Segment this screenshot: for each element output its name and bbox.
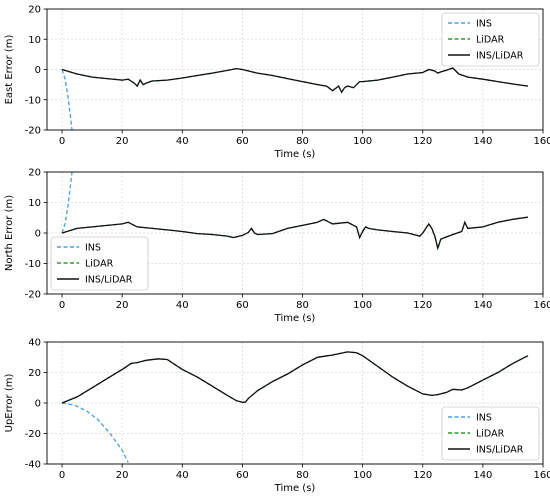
x-tick-label: 40	[176, 470, 189, 481]
series-line-ins-lidar	[61, 216, 529, 251]
legend: INS LiDAR INS/LiDAR	[50, 236, 149, 291]
subplot-3: 0 20 40 60 80 100 120 140 160 -40 -20 0 20 40 Time (s)…	[4, 338, 550, 495]
legend: INS LiDAR INS/LiDAR	[441, 12, 540, 67]
y-tick-label: 20	[28, 368, 41, 379]
x-tick-label: 120	[413, 300, 432, 311]
y-axis-label: East Error (m)	[4, 34, 15, 104]
legend-box	[441, 406, 540, 461]
x-tick-label: 20	[116, 470, 129, 481]
x-tick-label: 100	[353, 300, 372, 311]
x-axis-label: Time (s)	[274, 149, 316, 160]
series-line-ins-lidar	[61, 67, 529, 94]
y-tick-label: 10	[28, 35, 41, 46]
x-tick-label: 120	[413, 136, 432, 147]
legend-label: INS/LiDAR	[476, 51, 524, 62]
x-tick-label: 100	[353, 470, 372, 481]
subplot-1: 0 20 40 60 80 100 120 140 160 -20 -10 0 10 20 Time (s)…	[4, 5, 550, 161]
y-tick-label: 40	[28, 338, 41, 349]
x-tick-label: 0	[59, 470, 65, 481]
y-tick-label: -40	[25, 460, 41, 471]
x-tick-label: 0	[59, 300, 65, 311]
x-tick-label: 60	[236, 470, 249, 481]
y-tick-label: 20	[28, 168, 41, 179]
x-tick-label: 20	[116, 136, 129, 147]
x-tick-label: 60	[236, 300, 249, 311]
legend-label: LiDAR	[476, 429, 505, 440]
x-tick-label: 80	[296, 300, 309, 311]
legend-box	[50, 236, 149, 291]
x-tick-label: 40	[176, 136, 189, 147]
y-axis-label: North Error (m)	[4, 195, 15, 271]
x-tick-label: 40	[176, 300, 189, 311]
series-line-ins	[61, 69, 73, 130]
legend-label: INS	[85, 243, 101, 254]
y-tick-label: 0	[35, 229, 41, 240]
x-tick-label: 20	[116, 300, 129, 311]
series-line-ins	[61, 402, 129, 463]
x-tick-label: 60	[236, 136, 249, 147]
y-tick-label: -20	[25, 126, 41, 137]
series-line-ins	[61, 172, 73, 234]
y-tick-label: -10	[25, 259, 41, 270]
y-tick-label: -10	[25, 95, 41, 106]
x-tick-label: 160	[533, 300, 550, 311]
x-tick-label: 160	[533, 136, 550, 147]
x-tick-label: 80	[296, 136, 309, 147]
legend-label: LiDAR	[85, 259, 114, 270]
legend: INS LiDAR INS/LiDAR	[441, 406, 540, 461]
y-tick-label: -20	[25, 429, 41, 440]
x-axis-label: Time (s)	[274, 313, 316, 324]
legend-label: LiDAR	[476, 35, 505, 46]
x-tick-label: 140	[473, 470, 492, 481]
legend-label: INS/LiDAR	[476, 445, 524, 456]
legend-label: INS/LiDAR	[85, 275, 133, 286]
y-axis-label: UpError (m)	[4, 374, 15, 433]
series-line-ins-lidar	[61, 351, 529, 404]
y-tick-label: 20	[28, 5, 41, 16]
y-tick-label: 10	[28, 198, 41, 209]
x-tick-label: 0	[59, 136, 65, 147]
x-tick-label: 140	[473, 136, 492, 147]
x-tick-label: 120	[413, 470, 432, 481]
y-tick-label: 0	[35, 399, 41, 410]
legend-label: INS	[476, 19, 492, 30]
x-tick-label: 100	[353, 136, 372, 147]
legend-box	[441, 12, 540, 67]
y-tick-label: 0	[35, 65, 41, 76]
x-tick-label: 80	[296, 470, 309, 481]
x-tick-label: 140	[473, 300, 492, 311]
legend-label: INS	[476, 413, 492, 424]
x-tick-label: 160	[533, 470, 550, 481]
y-tick-label: -20	[25, 290, 41, 301]
x-axis-label: Time (s)	[274, 483, 316, 494]
subplot-2: 0 20 40 60 80 100 120 140 160 -20 -10 0 10 20 Time (s)…	[4, 168, 550, 325]
